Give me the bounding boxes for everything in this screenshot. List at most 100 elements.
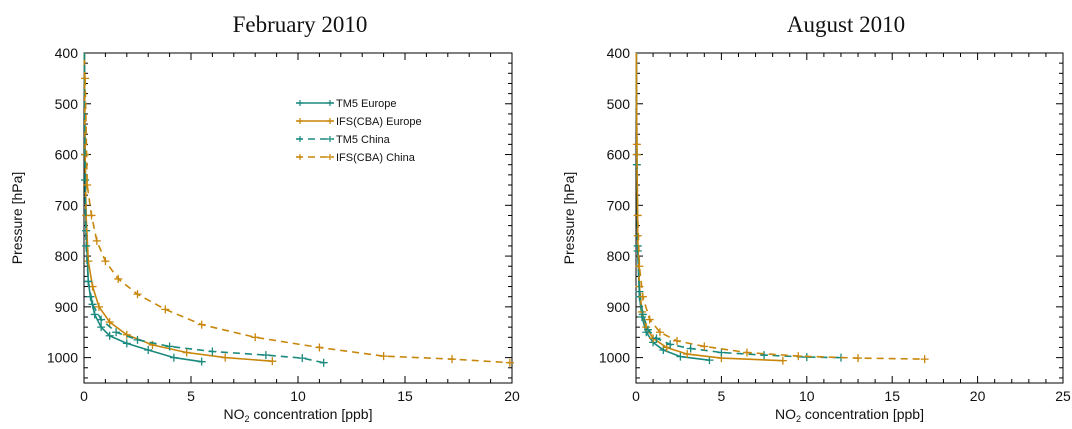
data-point xyxy=(778,356,787,365)
data-point xyxy=(90,310,99,319)
data-point xyxy=(84,277,93,286)
data-point xyxy=(182,348,191,357)
legend-label: IFS(CBA) Europe xyxy=(336,116,422,128)
data-point xyxy=(169,353,178,362)
data-point xyxy=(686,344,695,353)
legend-marker xyxy=(327,100,333,106)
y-axis-label: Pressure [hPa] xyxy=(561,172,577,265)
x-tick-label: 10 xyxy=(290,388,306,404)
x-tick-label: 5 xyxy=(718,388,726,404)
data-point xyxy=(208,347,217,356)
data-point xyxy=(133,335,142,344)
data-point xyxy=(717,348,726,357)
chart-panel-2: August 2010 0 5 10 15 20 25 400 500 600 700 800 900 1… xyxy=(561,12,1071,424)
data-point xyxy=(760,351,769,360)
legend: TM5 Europe IFS(CBA) Europe TM5 China IFS(CB… xyxy=(296,98,422,164)
y-tick-label: 400 xyxy=(607,45,631,61)
x-tick-label: 20 xyxy=(970,388,986,404)
data-point xyxy=(105,331,114,340)
legend-label: IFS(CBA) China xyxy=(336,152,416,164)
data-point xyxy=(122,330,131,339)
data-point xyxy=(88,300,97,309)
series-line xyxy=(635,52,783,362)
data-point xyxy=(683,350,692,359)
legend-marker xyxy=(297,154,303,160)
data-point xyxy=(920,355,929,364)
x-tick-label: 0 xyxy=(632,388,640,404)
data-point xyxy=(197,357,206,366)
data-point xyxy=(82,241,91,250)
y-tick-label: 700 xyxy=(55,197,79,213)
legend-marker xyxy=(297,136,303,142)
data-point xyxy=(161,305,170,314)
legend-label: TM5 China xyxy=(336,134,391,146)
data-point xyxy=(505,358,514,367)
data-point xyxy=(83,181,92,189)
legend-label: TM5 Europe xyxy=(336,98,397,110)
y-tick-label: 500 xyxy=(607,96,631,112)
y-tick-label: 500 xyxy=(55,96,79,112)
series-ifs-cba-europe xyxy=(632,52,787,365)
data-point xyxy=(635,287,644,296)
plot-frame xyxy=(635,52,1064,384)
data-point xyxy=(251,333,260,342)
data-point xyxy=(165,342,174,351)
data-point xyxy=(101,257,110,266)
data-point xyxy=(635,262,644,271)
data-point xyxy=(676,352,685,361)
data-point xyxy=(645,315,654,324)
series-ifs-cba-china xyxy=(632,52,929,364)
series-line xyxy=(83,52,273,362)
data-point xyxy=(448,355,457,364)
y-tick-label: 900 xyxy=(55,299,79,315)
chart-title: August 2010 xyxy=(787,12,905,37)
data-point xyxy=(84,257,93,266)
x-tick-label: 15 xyxy=(397,388,413,404)
x-axis-label: NO2 concentration [ppb] xyxy=(224,406,373,424)
legend-marker xyxy=(297,100,303,106)
series-line xyxy=(635,52,925,360)
chart-panel-1: February 2010 0 5 10 15 20 400 500 600 700 800 900 1… xyxy=(9,12,520,424)
data-point xyxy=(197,320,206,329)
data-point xyxy=(672,336,681,345)
data-point xyxy=(268,357,277,366)
y-tick-label: 800 xyxy=(55,248,79,264)
y-tick-label: 400 xyxy=(55,45,79,61)
x-tick-label: 10 xyxy=(799,388,815,404)
legend-marker xyxy=(327,118,333,124)
series-line xyxy=(635,52,842,359)
data-point xyxy=(87,211,96,220)
x-tick-label: 20 xyxy=(504,388,520,404)
data-point xyxy=(221,353,230,362)
y-axis-label: Pressure [hPa] xyxy=(9,172,25,265)
y-tick-label: 1000 xyxy=(47,350,78,366)
data-point xyxy=(133,290,142,299)
data-point xyxy=(92,236,101,245)
data-point xyxy=(632,140,641,149)
data-point xyxy=(743,348,752,357)
y-tick-label: 600 xyxy=(607,147,631,163)
data-point xyxy=(81,74,90,83)
data-point xyxy=(643,325,652,334)
series-tm5-europe xyxy=(81,52,206,366)
data-point xyxy=(633,211,642,220)
legend-marker xyxy=(297,118,303,124)
legend-marker xyxy=(327,154,333,160)
x-tick-label: 5 xyxy=(187,388,195,404)
series-line xyxy=(83,52,324,364)
x-tick-label: 0 xyxy=(80,388,88,404)
data-point xyxy=(144,346,153,354)
data-point xyxy=(122,339,131,348)
data-point xyxy=(114,274,123,283)
data-point xyxy=(666,340,675,349)
data-point xyxy=(700,342,709,351)
series-line xyxy=(83,52,202,363)
x-tick-label: 25 xyxy=(1055,388,1071,404)
series-tm5-europe xyxy=(632,52,714,365)
data-point xyxy=(638,310,647,319)
data-point xyxy=(655,328,664,337)
data-point xyxy=(97,323,106,332)
data-point xyxy=(379,352,388,361)
data-point xyxy=(652,334,661,343)
